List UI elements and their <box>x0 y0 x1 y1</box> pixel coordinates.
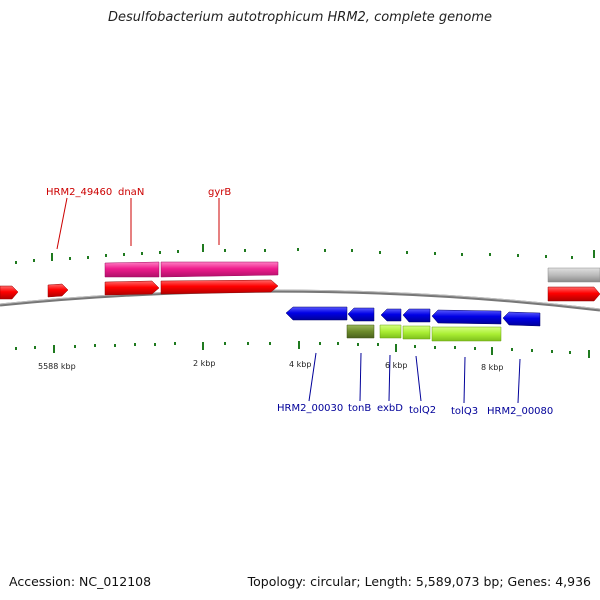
scale-label-5588kbp: 5588 kbp <box>38 362 76 371</box>
gene-HRM2_49460[interactable] <box>47 283 69 298</box>
label-HRM2_00080[interactable]: HRM2_00080 <box>487 406 553 417</box>
cds-tonB[interactable] <box>346 324 375 339</box>
gene-HRM2_00030[interactable] <box>285 306 348 321</box>
leader-tolQ2 <box>415 355 422 402</box>
leader-HRM2_00080 <box>517 358 521 404</box>
label-exbD[interactable]: exbD <box>377 403 403 414</box>
scale-label-2kbp: 2 kbp <box>193 359 215 368</box>
gene-gyrB[interactable] <box>160 279 279 295</box>
genome-backbone <box>0 289 600 312</box>
label-gyrB[interactable]: gyrB <box>208 187 231 198</box>
gene-right-edge[interactable] <box>547 286 600 302</box>
label-tolQ2[interactable]: tolQ2 <box>409 405 436 416</box>
forward-gene-track <box>0 279 600 302</box>
reverse-gene-labels: HRM2_00030 tonB exbD tolQ2 tolQ3 HRM2_00… <box>277 352 553 417</box>
leader-HRM2_00030 <box>308 352 317 402</box>
gene-tolQ2[interactable] <box>402 308 431 323</box>
forward-cds-track <box>104 261 600 283</box>
gene-tonB[interactable] <box>347 307 375 322</box>
cds-tolQ3[interactable] <box>431 326 502 342</box>
gene-tolQ3[interactable] <box>431 309 502 325</box>
scale-label-6kbp: 6 kbp <box>385 361 407 370</box>
gene-dnaN[interactable] <box>104 280 160 296</box>
forward-gene-labels: HRM2_49460 dnaN gyrB <box>46 187 231 250</box>
label-HRM2_00030[interactable]: HRM2_00030 <box>277 403 343 414</box>
cds-tolQ2[interactable] <box>402 325 431 340</box>
accession-label: Accession: NC_012108 <box>9 574 152 589</box>
scale-label-8kbp: 8 kbp <box>481 363 503 372</box>
label-tolQ3[interactable]: tolQ3 <box>451 406 478 417</box>
gene-HRM2_00080[interactable] <box>502 311 541 327</box>
genome-backbone-highlight <box>0 289 600 310</box>
label-dnaN[interactable]: dnaN <box>118 187 144 198</box>
gene-exbD[interactable] <box>380 308 402 322</box>
scale-label-4kbp: 4 kbp <box>289 360 311 369</box>
gene-left-edge[interactable] <box>0 285 19 300</box>
label-tonB[interactable]: tonB <box>348 403 371 414</box>
leader-exbD <box>388 354 391 402</box>
leader-HRM2_49460 <box>56 197 68 250</box>
cds-exbD[interactable] <box>379 324 402 339</box>
reverse-cds-track <box>346 324 502 342</box>
leader-tonB <box>359 352 362 402</box>
cds-gyrB[interactable] <box>160 261 279 278</box>
label-HRM2_49460[interactable]: HRM2_49460 <box>46 187 112 198</box>
map-title: Desulfobacterium autotrophicum HRM2, com… <box>107 10 493 25</box>
feature-grey[interactable] <box>547 267 600 283</box>
topology-label: Topology: circular; Length: 5,589,073 bp… <box>247 574 591 589</box>
scale-labels: 5588 kbp 2 kbp 4 kbp 6 kbp 8 kbp <box>38 359 503 372</box>
cds-dnaN[interactable] <box>104 261 160 278</box>
tick-marks-reverse <box>15 341 590 358</box>
leader-tolQ3 <box>463 356 466 404</box>
tick-marks-forward <box>15 244 595 264</box>
reverse-gene-track <box>285 306 541 327</box>
